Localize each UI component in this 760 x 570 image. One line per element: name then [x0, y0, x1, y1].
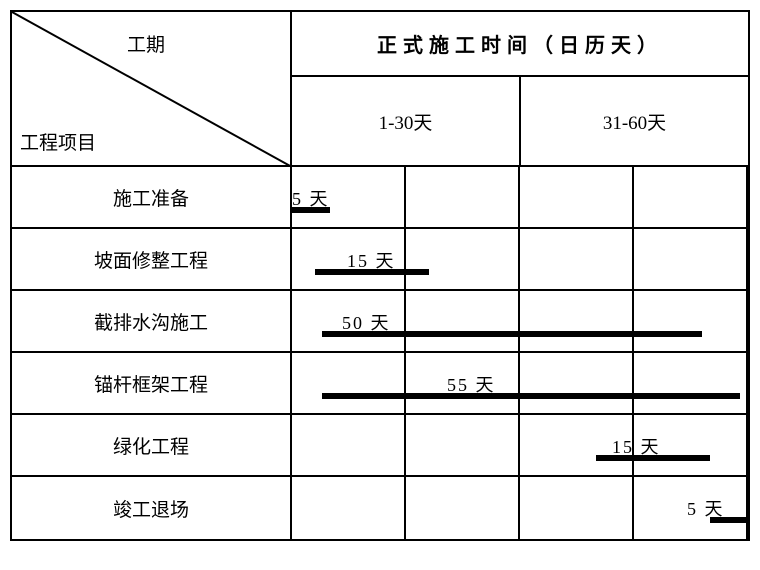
task-bar-area: 5 天 [292, 477, 748, 539]
grid-quarter [406, 229, 520, 289]
grid-quarter [406, 477, 520, 539]
task-bar-area: 15 天 [292, 229, 748, 289]
grid-quarter [292, 415, 406, 475]
subcol-0: 1-30天 [292, 77, 521, 165]
grid-quarter [520, 291, 634, 351]
grid-quarter [520, 167, 634, 227]
grid-quarter [292, 353, 406, 413]
task-bar-area: 5 天 [292, 167, 748, 227]
grid-quarter [634, 167, 748, 227]
bar-duration-label: 5 天 [687, 495, 725, 521]
header-row: 工期 正式施工时间（日历天） [12, 12, 748, 77]
sub-columns: 1-30天 31-60天 [292, 77, 748, 167]
subcol-1: 31-60天 [521, 77, 748, 165]
task-row: 坡面修整工程 15 天 [12, 229, 748, 291]
task-row: 竣工退场 5 天 [12, 477, 748, 539]
grid-quarter [634, 229, 748, 289]
task-label: 绿化工程 [12, 415, 292, 475]
task-row: 截排水沟施工 50 天 [12, 291, 748, 353]
gantt-chart: 工期 正式施工时间（日历天） 工程项目 1-30天 31-60天 施工准备5 天… [10, 10, 750, 541]
corner-label-top: 工期 [127, 30, 165, 57]
task-label: 锚杆框架工程 [12, 353, 292, 413]
task-bar-area: 55 天 [292, 353, 748, 413]
corner-cell-top: 工期 [12, 12, 292, 77]
task-bar-area: 50 天 [292, 291, 748, 351]
grid-quarter [634, 353, 748, 413]
grid-quarter [406, 415, 520, 475]
task-row: 锚杆框架工程 55 天 [12, 353, 748, 415]
bar-duration-label: 15 天 [612, 433, 661, 459]
grid-quarter [634, 291, 748, 351]
grid-quarter [406, 167, 520, 227]
task-label: 坡面修整工程 [12, 229, 292, 289]
task-row: 绿化工程 15 天 [12, 415, 748, 477]
grid-quarter [520, 353, 634, 413]
grid-quarter [520, 477, 634, 539]
task-bar-area: 15 天 [292, 415, 748, 475]
task-rows: 施工准备5 天坡面修整工程15 天截排水沟施工50 天锚杆框架工程55 天绿化工… [12, 167, 748, 539]
task-label: 施工准备 [12, 167, 292, 227]
bar-duration-label: 50 天 [342, 309, 391, 335]
grid-quarter [406, 291, 520, 351]
corner-label-bottom: 工程项目 [20, 128, 96, 155]
task-label: 竣工退场 [12, 477, 292, 539]
corner-cell-bottom: 工程项目 [12, 77, 292, 167]
grid-quarter [292, 477, 406, 539]
task-label: 截排水沟施工 [12, 291, 292, 351]
task-row: 施工准备5 天 [12, 167, 748, 229]
subheader-row: 工程项目 1-30天 31-60天 [12, 77, 748, 167]
main-title: 正式施工时间（日历天） [292, 12, 748, 77]
gantt-bar [322, 393, 740, 399]
bar-duration-label: 15 天 [347, 247, 396, 273]
bar-duration-label: 55 天 [447, 371, 496, 397]
grid-quarter [520, 229, 634, 289]
bar-duration-label: 5 天 [292, 185, 330, 211]
